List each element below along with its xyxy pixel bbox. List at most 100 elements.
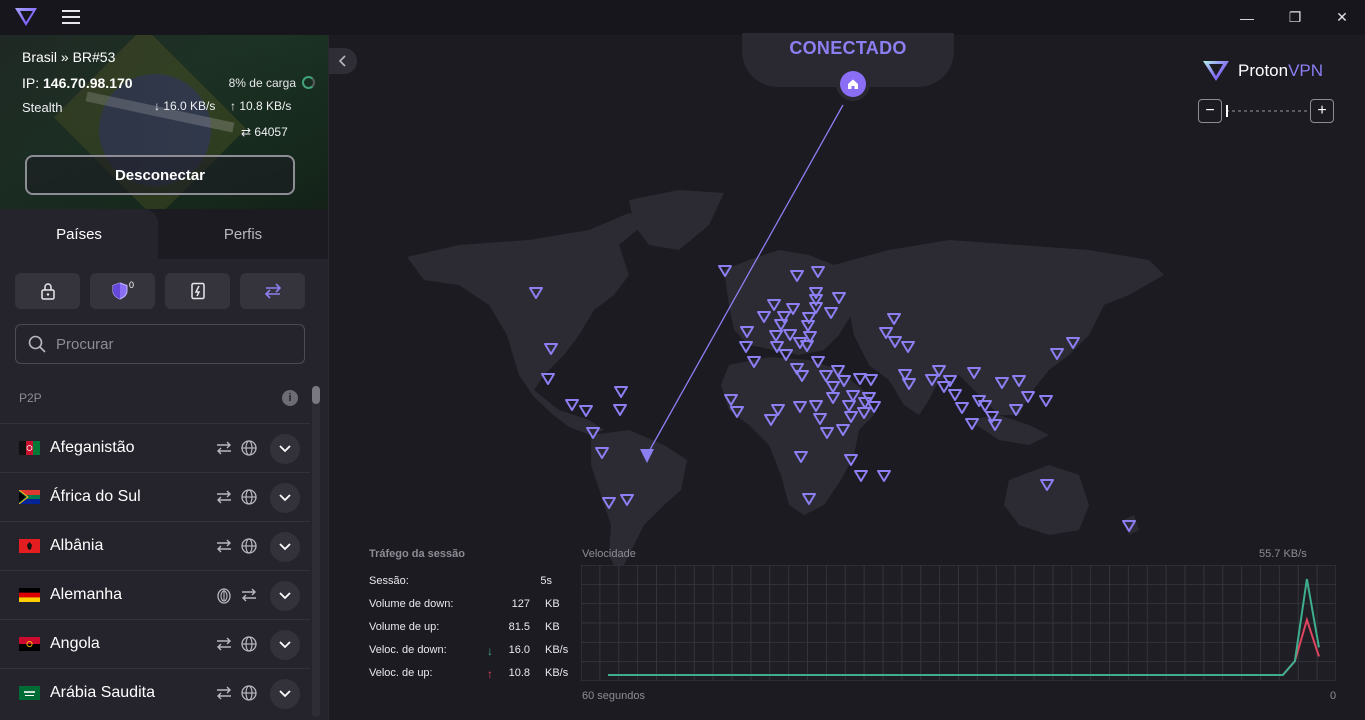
- server-marker[interactable]: [988, 419, 1002, 431]
- search-field[interactable]: [15, 324, 305, 364]
- server-marker[interactable]: [529, 287, 543, 299]
- server-marker[interactable]: [978, 400, 992, 412]
- scrollbar-track[interactable]: [312, 385, 320, 717]
- server-marker[interactable]: [1021, 391, 1035, 403]
- close-button[interactable]: ✕: [1336, 9, 1348, 25]
- country-row[interactable]: Albânia: [0, 521, 310, 570]
- server-marker[interactable]: [602, 497, 616, 509]
- server-marker[interactable]: [771, 404, 785, 416]
- server-marker[interactable]: [790, 270, 804, 282]
- maximize-button[interactable]: ❐: [1288, 9, 1302, 25]
- server-marker[interactable]: [902, 378, 916, 390]
- server-marker[interactable]: [898, 369, 912, 381]
- server-marker[interactable]: [779, 349, 793, 361]
- server-marker[interactable]: [813, 413, 827, 425]
- server-marker[interactable]: [770, 341, 784, 353]
- server-marker[interactable]: [786, 303, 800, 315]
- server-marker[interactable]: [757, 311, 771, 323]
- server-marker[interactable]: [1039, 395, 1053, 407]
- server-marker[interactable]: [1012, 375, 1026, 387]
- server-marker[interactable]: [844, 454, 858, 466]
- expand-button[interactable]: [270, 630, 300, 660]
- server-marker[interactable]: [579, 405, 593, 417]
- secure-core-button[interactable]: [15, 273, 80, 309]
- expand-button[interactable]: [270, 532, 300, 562]
- server-marker[interactable]: [595, 447, 609, 459]
- server-marker[interactable]: [862, 392, 876, 404]
- server-marker[interactable]: [769, 330, 783, 342]
- disconnect-button[interactable]: Desconectar: [25, 155, 295, 195]
- server-marker[interactable]: [795, 370, 809, 382]
- server-marker[interactable]: [887, 313, 901, 325]
- server-marker[interactable]: [809, 294, 823, 306]
- country-row[interactable]: Alemanha: [0, 570, 310, 619]
- server-marker[interactable]: [1122, 520, 1136, 532]
- server-marker[interactable]: [853, 373, 867, 385]
- server-marker[interactable]: [888, 336, 902, 348]
- server-marker[interactable]: [854, 470, 868, 482]
- server-marker[interactable]: [1050, 348, 1064, 360]
- server-marker[interactable]: [925, 374, 939, 386]
- expand-button[interactable]: [270, 434, 300, 464]
- hamburger-menu-icon[interactable]: [62, 10, 80, 24]
- expand-button[interactable]: [270, 483, 300, 513]
- search-input[interactable]: [56, 335, 286, 353]
- server-marker[interactable]: [802, 312, 816, 324]
- country-row[interactable]: Arábia Saudita: [0, 668, 310, 717]
- server-marker[interactable]: [767, 299, 781, 311]
- zoom-out-button[interactable]: −: [1198, 99, 1222, 123]
- server-marker[interactable]: [613, 404, 627, 416]
- server-marker[interactable]: [800, 340, 814, 352]
- server-marker[interactable]: [901, 341, 915, 353]
- home-location-pin[interactable]: [836, 67, 870, 101]
- server-marker[interactable]: [867, 401, 881, 413]
- country-row[interactable]: África do Sul: [0, 472, 310, 521]
- country-row[interactable]: Afeganistão: [0, 423, 310, 472]
- zoom-slider[interactable]: [1226, 110, 1310, 112]
- server-marker[interactable]: [932, 365, 946, 377]
- server-marker[interactable]: [864, 374, 878, 386]
- server-marker[interactable]: [809, 302, 823, 314]
- server-marker[interactable]: [819, 370, 833, 382]
- server-marker[interactable]: [879, 327, 893, 339]
- server-marker[interactable]: [740, 326, 754, 338]
- server-marker[interactable]: [826, 392, 840, 404]
- server-marker[interactable]: [809, 400, 823, 412]
- port-forwarding-button[interactable]: [240, 273, 305, 309]
- server-marker[interactable]: [995, 377, 1009, 389]
- server-marker[interactable]: [832, 292, 846, 304]
- server-marker[interactable]: [790, 363, 804, 375]
- server-marker[interactable]: [811, 356, 825, 368]
- server-marker[interactable]: [824, 307, 838, 319]
- server-marker[interactable]: [544, 343, 558, 355]
- server-marker[interactable]: [1009, 404, 1023, 416]
- server-marker[interactable]: [965, 418, 979, 430]
- server-marker[interactable]: [937, 381, 951, 393]
- server-marker[interactable]: [831, 365, 845, 377]
- server-marker[interactable]: [837, 375, 851, 387]
- server-marker[interactable]: [948, 389, 962, 401]
- info-icon[interactable]: i: [282, 390, 298, 406]
- server-marker[interactable]: [802, 493, 816, 505]
- server-marker[interactable]: [826, 381, 840, 393]
- server-marker[interactable]: [764, 414, 778, 426]
- server-marker[interactable]: [809, 287, 823, 299]
- tab-countries[interactable]: Países: [0, 209, 158, 259]
- server-marker[interactable]: [803, 331, 817, 343]
- server-marker[interactable]: [586, 427, 600, 439]
- server-marker[interactable]: [811, 266, 825, 278]
- server-marker[interactable]: [614, 386, 628, 398]
- server-marker[interactable]: [985, 411, 999, 423]
- server-marker[interactable]: [844, 411, 858, 423]
- server-marker[interactable]: [955, 402, 969, 414]
- server-marker[interactable]: [724, 394, 738, 406]
- tab-profiles[interactable]: Perfis: [223, 225, 263, 243]
- server-marker[interactable]: [793, 401, 807, 413]
- scrollbar-thumb[interactable]: [312, 386, 320, 404]
- server-marker[interactable]: [794, 451, 808, 463]
- minimize-button[interactable]: —: [1240, 9, 1254, 26]
- server-marker[interactable]: [846, 390, 860, 402]
- server-marker[interactable]: [747, 356, 761, 368]
- server-marker[interactable]: [842, 400, 856, 412]
- zoom-in-button[interactable]: +: [1310, 99, 1334, 123]
